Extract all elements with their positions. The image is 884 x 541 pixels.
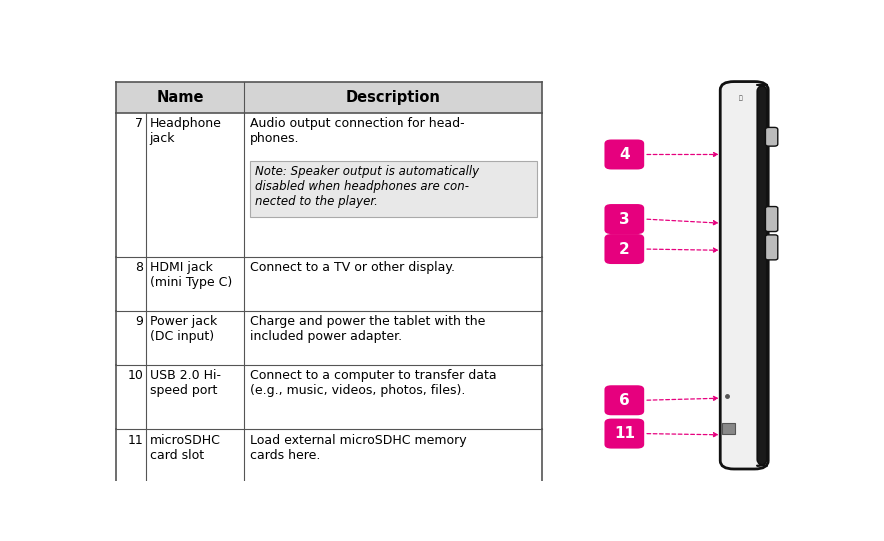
- FancyBboxPatch shape: [757, 85, 767, 466]
- Text: 4: 4: [619, 147, 629, 162]
- Text: 3: 3: [619, 212, 629, 227]
- Text: 7: 7: [135, 117, 143, 130]
- Text: HDMI jack
(mini Type C): HDMI jack (mini Type C): [149, 261, 232, 289]
- Text: Name: Name: [156, 90, 204, 105]
- Text: 10: 10: [127, 369, 143, 382]
- FancyBboxPatch shape: [605, 204, 644, 234]
- Text: 9: 9: [135, 315, 143, 328]
- Text: Power jack
(DC input): Power jack (DC input): [149, 315, 217, 343]
- Text: Description: Description: [346, 90, 440, 105]
- Text: microSDHC
card slot: microSDHC card slot: [149, 433, 220, 461]
- Bar: [116, 82, 542, 113]
- FancyBboxPatch shape: [766, 235, 778, 260]
- Text: 8: 8: [135, 261, 143, 274]
- FancyBboxPatch shape: [720, 82, 768, 469]
- Text: USB 2.0 Hi-
speed port: USB 2.0 Hi- speed port: [149, 369, 220, 397]
- Bar: [722, 423, 735, 433]
- Text: Headphone
jack: Headphone jack: [149, 117, 221, 145]
- FancyBboxPatch shape: [766, 207, 778, 232]
- Text: Connect to a TV or other display.: Connect to a TV or other display.: [249, 261, 454, 274]
- Text: Load external microSDHC memory
cards here.: Load external microSDHC memory cards her…: [249, 433, 466, 461]
- Text: 2: 2: [619, 241, 629, 256]
- FancyBboxPatch shape: [605, 234, 644, 264]
- Bar: [249, 161, 537, 217]
- Text: 11: 11: [127, 433, 143, 446]
- FancyBboxPatch shape: [766, 128, 778, 146]
- Text: Audio output connection for head-
phones.: Audio output connection for head- phones…: [249, 117, 464, 145]
- FancyBboxPatch shape: [605, 140, 644, 169]
- Text: 6: 6: [619, 393, 629, 408]
- FancyBboxPatch shape: [605, 385, 644, 415]
- FancyBboxPatch shape: [605, 419, 644, 448]
- Text: 11: 11: [613, 426, 635, 441]
- Text: Connect to a computer to transfer data
(e.g., music, videos, photos, files).: Connect to a computer to transfer data (…: [249, 369, 496, 397]
- Text: Charge and power the tablet with the
included power adapter.: Charge and power the tablet with the inc…: [249, 315, 485, 343]
- Text: Note: Speaker output is automatically
disabled when headphones are con-
nected t: Note: Speaker output is automatically di…: [255, 165, 479, 208]
- Text: ⏻: ⏻: [739, 95, 743, 101]
